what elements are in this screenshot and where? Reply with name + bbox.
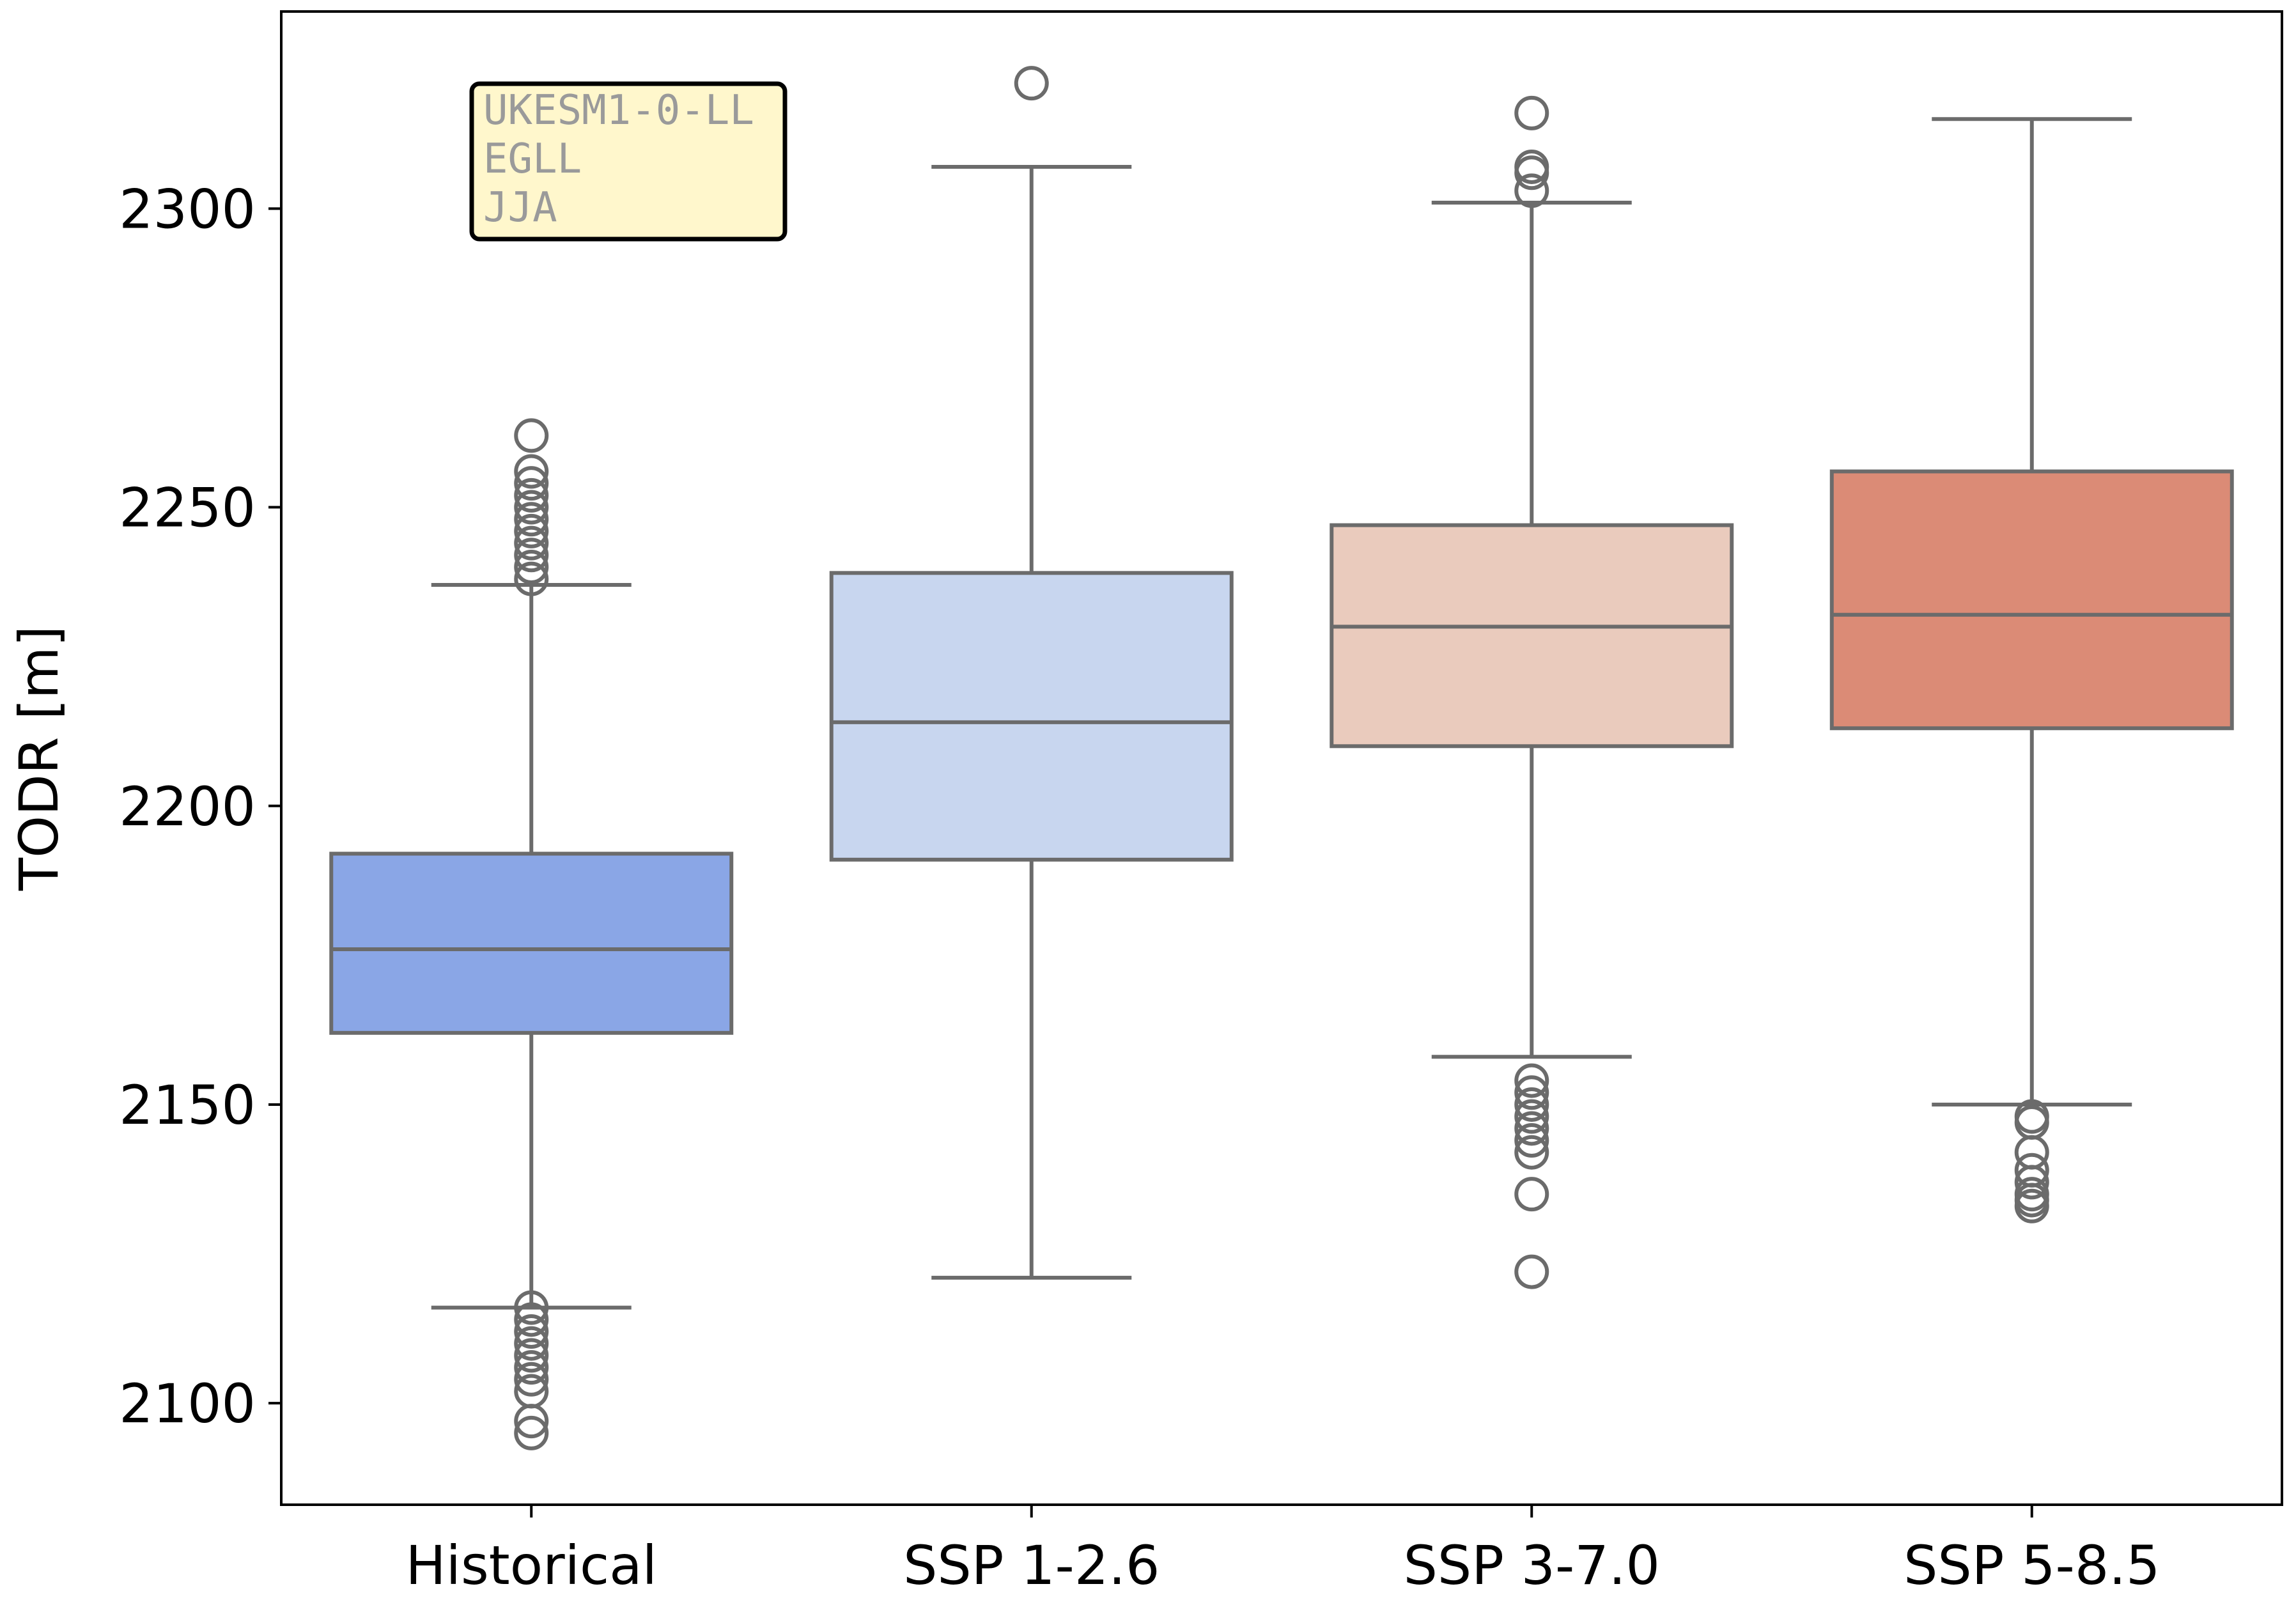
outlier-point — [514, 466, 549, 501]
box — [1829, 469, 2234, 731]
outlier-point — [514, 1415, 549, 1450]
outlier-point — [2014, 1135, 2049, 1170]
outlier-point — [514, 1290, 549, 1325]
box-group-3 — [1330, 95, 1734, 1289]
annotation-box: UKESM1-0-LL EGLL JJA — [469, 81, 787, 242]
annotation-season: JJA — [483, 184, 557, 231]
outlier-point — [514, 1350, 549, 1385]
outlier-point — [2014, 1165, 2049, 1200]
outlier-point — [1514, 1135, 1549, 1170]
box-group-4 — [1829, 117, 2234, 1223]
annotation-station: EGLL — [483, 136, 582, 183]
axes-frame — [280, 10, 2283, 1506]
y-tick-label: 2200 — [119, 775, 256, 838]
outlier-point — [1514, 1063, 1549, 1098]
outlier-point — [514, 1338, 549, 1373]
outlier-point — [514, 490, 549, 525]
y-tick-label: 2150 — [119, 1074, 256, 1137]
outlier-point — [514, 1314, 549, 1349]
y-tick-label: 2250 — [119, 477, 256, 540]
outlier-point — [514, 1362, 549, 1397]
outlier-point — [514, 502, 549, 537]
x-tick-label: Historical — [406, 1534, 657, 1597]
annotation-background — [469, 81, 787, 242]
outlier-point — [1514, 155, 1549, 190]
x-tick-label: SSP 1-2.6 — [903, 1534, 1160, 1597]
box-group-1 — [329, 418, 734, 1450]
outlier-point — [1514, 1254, 1549, 1289]
x-axis-ticks: Historical SSP 1-2.6 SSP 3-7.0 SSP 5-8.5 — [406, 1505, 2160, 1597]
outlier-point — [514, 418, 549, 453]
outlier-point — [514, 525, 549, 561]
annotation-model: UKESM1-0-LL — [483, 87, 754, 134]
outlier-point — [514, 538, 549, 573]
y-tick-label: 2300 — [119, 178, 256, 240]
box-group-2 — [829, 66, 1234, 1280]
y-tick-label: 2100 — [119, 1372, 256, 1435]
y-axis-label: TODR [m] — [8, 626, 70, 892]
outlier-point — [514, 1404, 549, 1439]
outlier-point — [1514, 1099, 1549, 1134]
outlier-point — [514, 561, 549, 596]
y-axis-ticks: 2100 2150 2200 2250 2300 — [119, 178, 281, 1435]
outlier-point — [1514, 1111, 1549, 1146]
box — [829, 571, 1234, 862]
outlier-point — [1514, 1087, 1549, 1122]
outlier-point — [2014, 1188, 2049, 1223]
x-tick-label: SSP 3-7.0 — [1404, 1534, 1660, 1597]
box — [329, 851, 734, 1035]
outlier-point — [514, 477, 549, 513]
x-tick-label: SSP 5-8.5 — [1904, 1534, 2160, 1597]
axes — [280, 10, 2283, 1506]
outlier-point — [514, 549, 549, 584]
outlier-point — [1514, 173, 1549, 208]
box — [1330, 523, 1734, 749]
outlier-point — [1514, 95, 1549, 130]
outlier-point — [514, 513, 549, 548]
outlier-point — [514, 454, 549, 489]
outlier-point — [1514, 1075, 1549, 1110]
outlier-point — [1014, 66, 1049, 101]
plot-area — [329, 66, 2234, 1450]
outlier-point — [514, 1302, 549, 1337]
outlier-point — [514, 1326, 549, 1361]
outlier-point — [1514, 1177, 1549, 1212]
outlier-point — [1514, 1123, 1549, 1158]
